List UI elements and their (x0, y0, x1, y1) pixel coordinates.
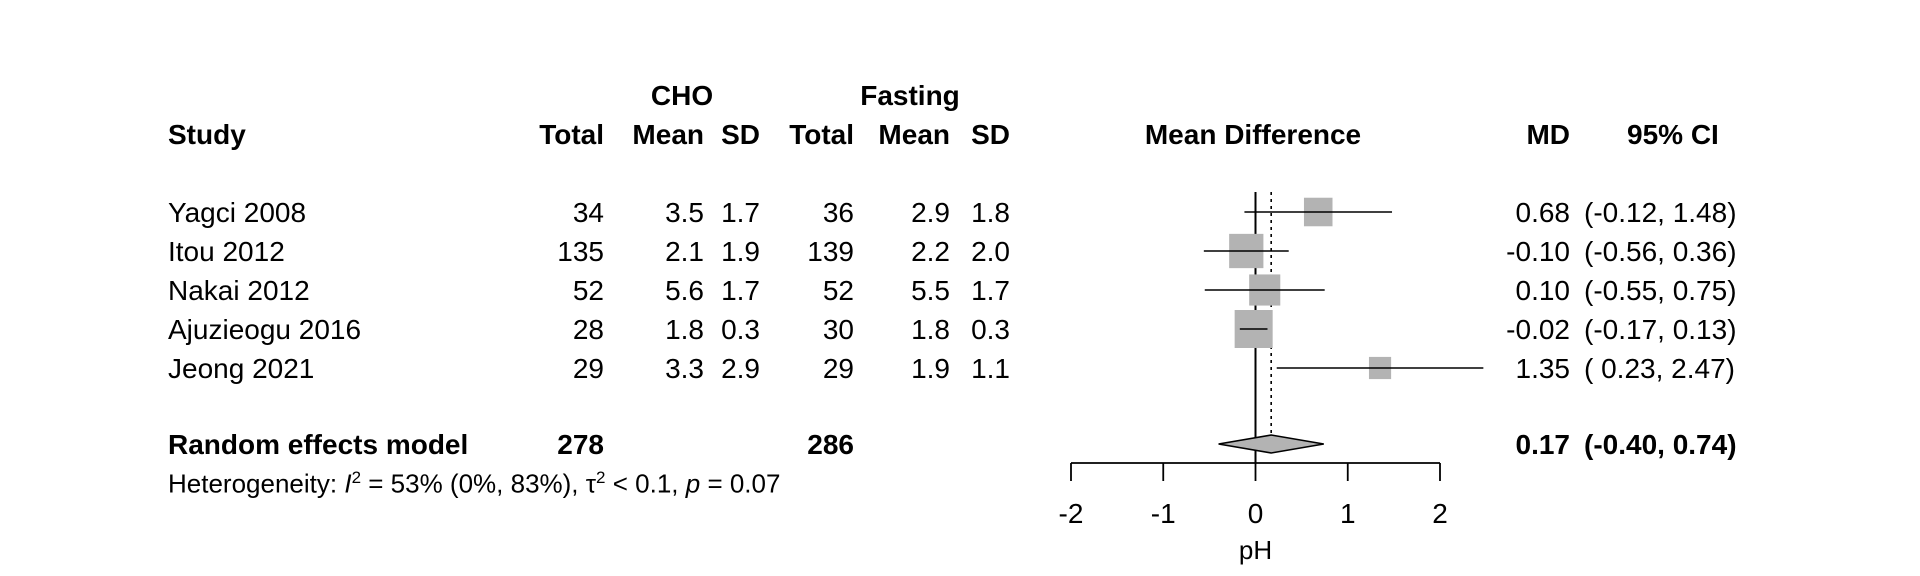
cho-total: 28 (572, 314, 604, 345)
cho-sd: 0.3 (721, 314, 760, 345)
p-value: = 0.07 (700, 468, 781, 499)
i2-symbol: I (344, 468, 352, 499)
fasting-total: 139 (807, 236, 854, 267)
cho-sd-header: SD (721, 119, 760, 150)
fasting-sd: 1.7 (971, 275, 1010, 306)
cho-mean: 5.6 (665, 275, 704, 306)
ci-value: ( 0.23, 2.47) (1584, 353, 1735, 384)
cho-sd: 1.9 (721, 236, 760, 267)
fasting-total: 36 (822, 197, 854, 228)
heterogeneity-text: Heterogeneity: I2 = 53% (0%, 83%), τ2 < … (168, 469, 780, 497)
ci-header: 95% CI (1627, 119, 1719, 150)
tau-value: < 0.1, (605, 468, 686, 499)
fasting-total: 29 (822, 353, 854, 384)
md-value: -0.10 (1506, 236, 1570, 267)
x-axis-label: pH (1239, 535, 1272, 565)
cho-mean-header: Mean (632, 119, 704, 150)
fasting-sd: 1.8 (971, 197, 1010, 228)
mean-difference-header: Mean Difference (1144, 119, 1362, 150)
summary-ci-value: (-0.40, 0.74) (1584, 429, 1737, 460)
summary-label: Random effects model (168, 429, 469, 460)
fasting-mean: 2.2 (911, 236, 950, 267)
cho-mean: 1.8 (665, 314, 704, 345)
study-name: Jeong 2021 (168, 353, 315, 384)
group2-header: Fasting (860, 80, 960, 111)
cho-sd: 1.7 (721, 197, 760, 228)
fasting-sd: 0.3 (971, 314, 1010, 345)
md-value: 1.35 (1515, 353, 1571, 384)
md-header: MD (1526, 119, 1570, 150)
fasting-mean: 2.9 (911, 197, 950, 228)
x-axis-tick-label: 2 (1432, 498, 1448, 529)
study-column-header: Study (168, 119, 246, 150)
cho-mean: 2.1 (665, 236, 704, 267)
cho-total: 29 (572, 353, 604, 384)
fasting-mean: 1.8 (911, 314, 950, 345)
summary-cho-total: 278 (557, 429, 604, 460)
fasting-sd-header: SD (971, 119, 1010, 150)
i2-superscript: 2 (351, 468, 362, 487)
study-name: Yagci 2008 (168, 197, 307, 228)
cho-mean: 3.5 (665, 197, 704, 228)
fasting-total: 52 (822, 275, 854, 306)
cho-total-header: Total (539, 119, 604, 150)
ci-value: (-0.56, 0.36) (1584, 236, 1737, 267)
fasting-total: 30 (822, 314, 854, 345)
cho-total: 52 (572, 275, 604, 306)
fasting-total-header: Total (789, 119, 854, 150)
x-axis-tick-label: 0 (1248, 498, 1264, 529)
fasting-mean: 1.9 (911, 353, 950, 384)
fasting-mean-header: Mean (878, 119, 950, 150)
ci-value: (-0.12, 1.48) (1584, 197, 1737, 228)
tau-symbol: τ (585, 468, 597, 499)
cho-total: 34 (572, 197, 604, 228)
cho-sd: 1.7 (721, 275, 760, 306)
summary-fasting-total: 286 (807, 429, 854, 460)
cho-mean: 3.3 (665, 353, 704, 384)
summary-diamond (1218, 434, 1324, 454)
heterogeneity-prefix: Heterogeneity: (168, 468, 345, 499)
fasting-sd: 1.1 (971, 353, 1010, 384)
md-value: -0.02 (1506, 314, 1570, 345)
fasting-sd: 2.0 (971, 236, 1010, 267)
x-axis-tick-label: 1 (1340, 498, 1356, 529)
x-axis-tick-label: -1 (1151, 498, 1176, 529)
md-value: 0.68 (1515, 197, 1571, 228)
study-name: Ajuzieogu 2016 (168, 314, 362, 345)
ci-value: (-0.17, 0.13) (1584, 314, 1737, 345)
md-value: 0.10 (1515, 275, 1571, 306)
group1-header: CHO (650, 80, 714, 111)
study-name: Nakai 2012 (168, 275, 310, 306)
i2-value: = 53% (0%, 83%), (361, 468, 586, 499)
fasting-mean: 5.5 (911, 275, 950, 306)
summary-md-value: 0.17 (1515, 429, 1571, 460)
study-name: Itou 2012 (168, 236, 285, 267)
x-axis-tick-label: -2 (1059, 498, 1084, 529)
p-symbol: p (685, 468, 701, 499)
cho-total: 135 (557, 236, 604, 267)
ci-value: (-0.55, 0.75) (1584, 275, 1737, 306)
tau-superscript: 2 (596, 468, 606, 487)
cho-sd: 2.9 (721, 353, 760, 384)
